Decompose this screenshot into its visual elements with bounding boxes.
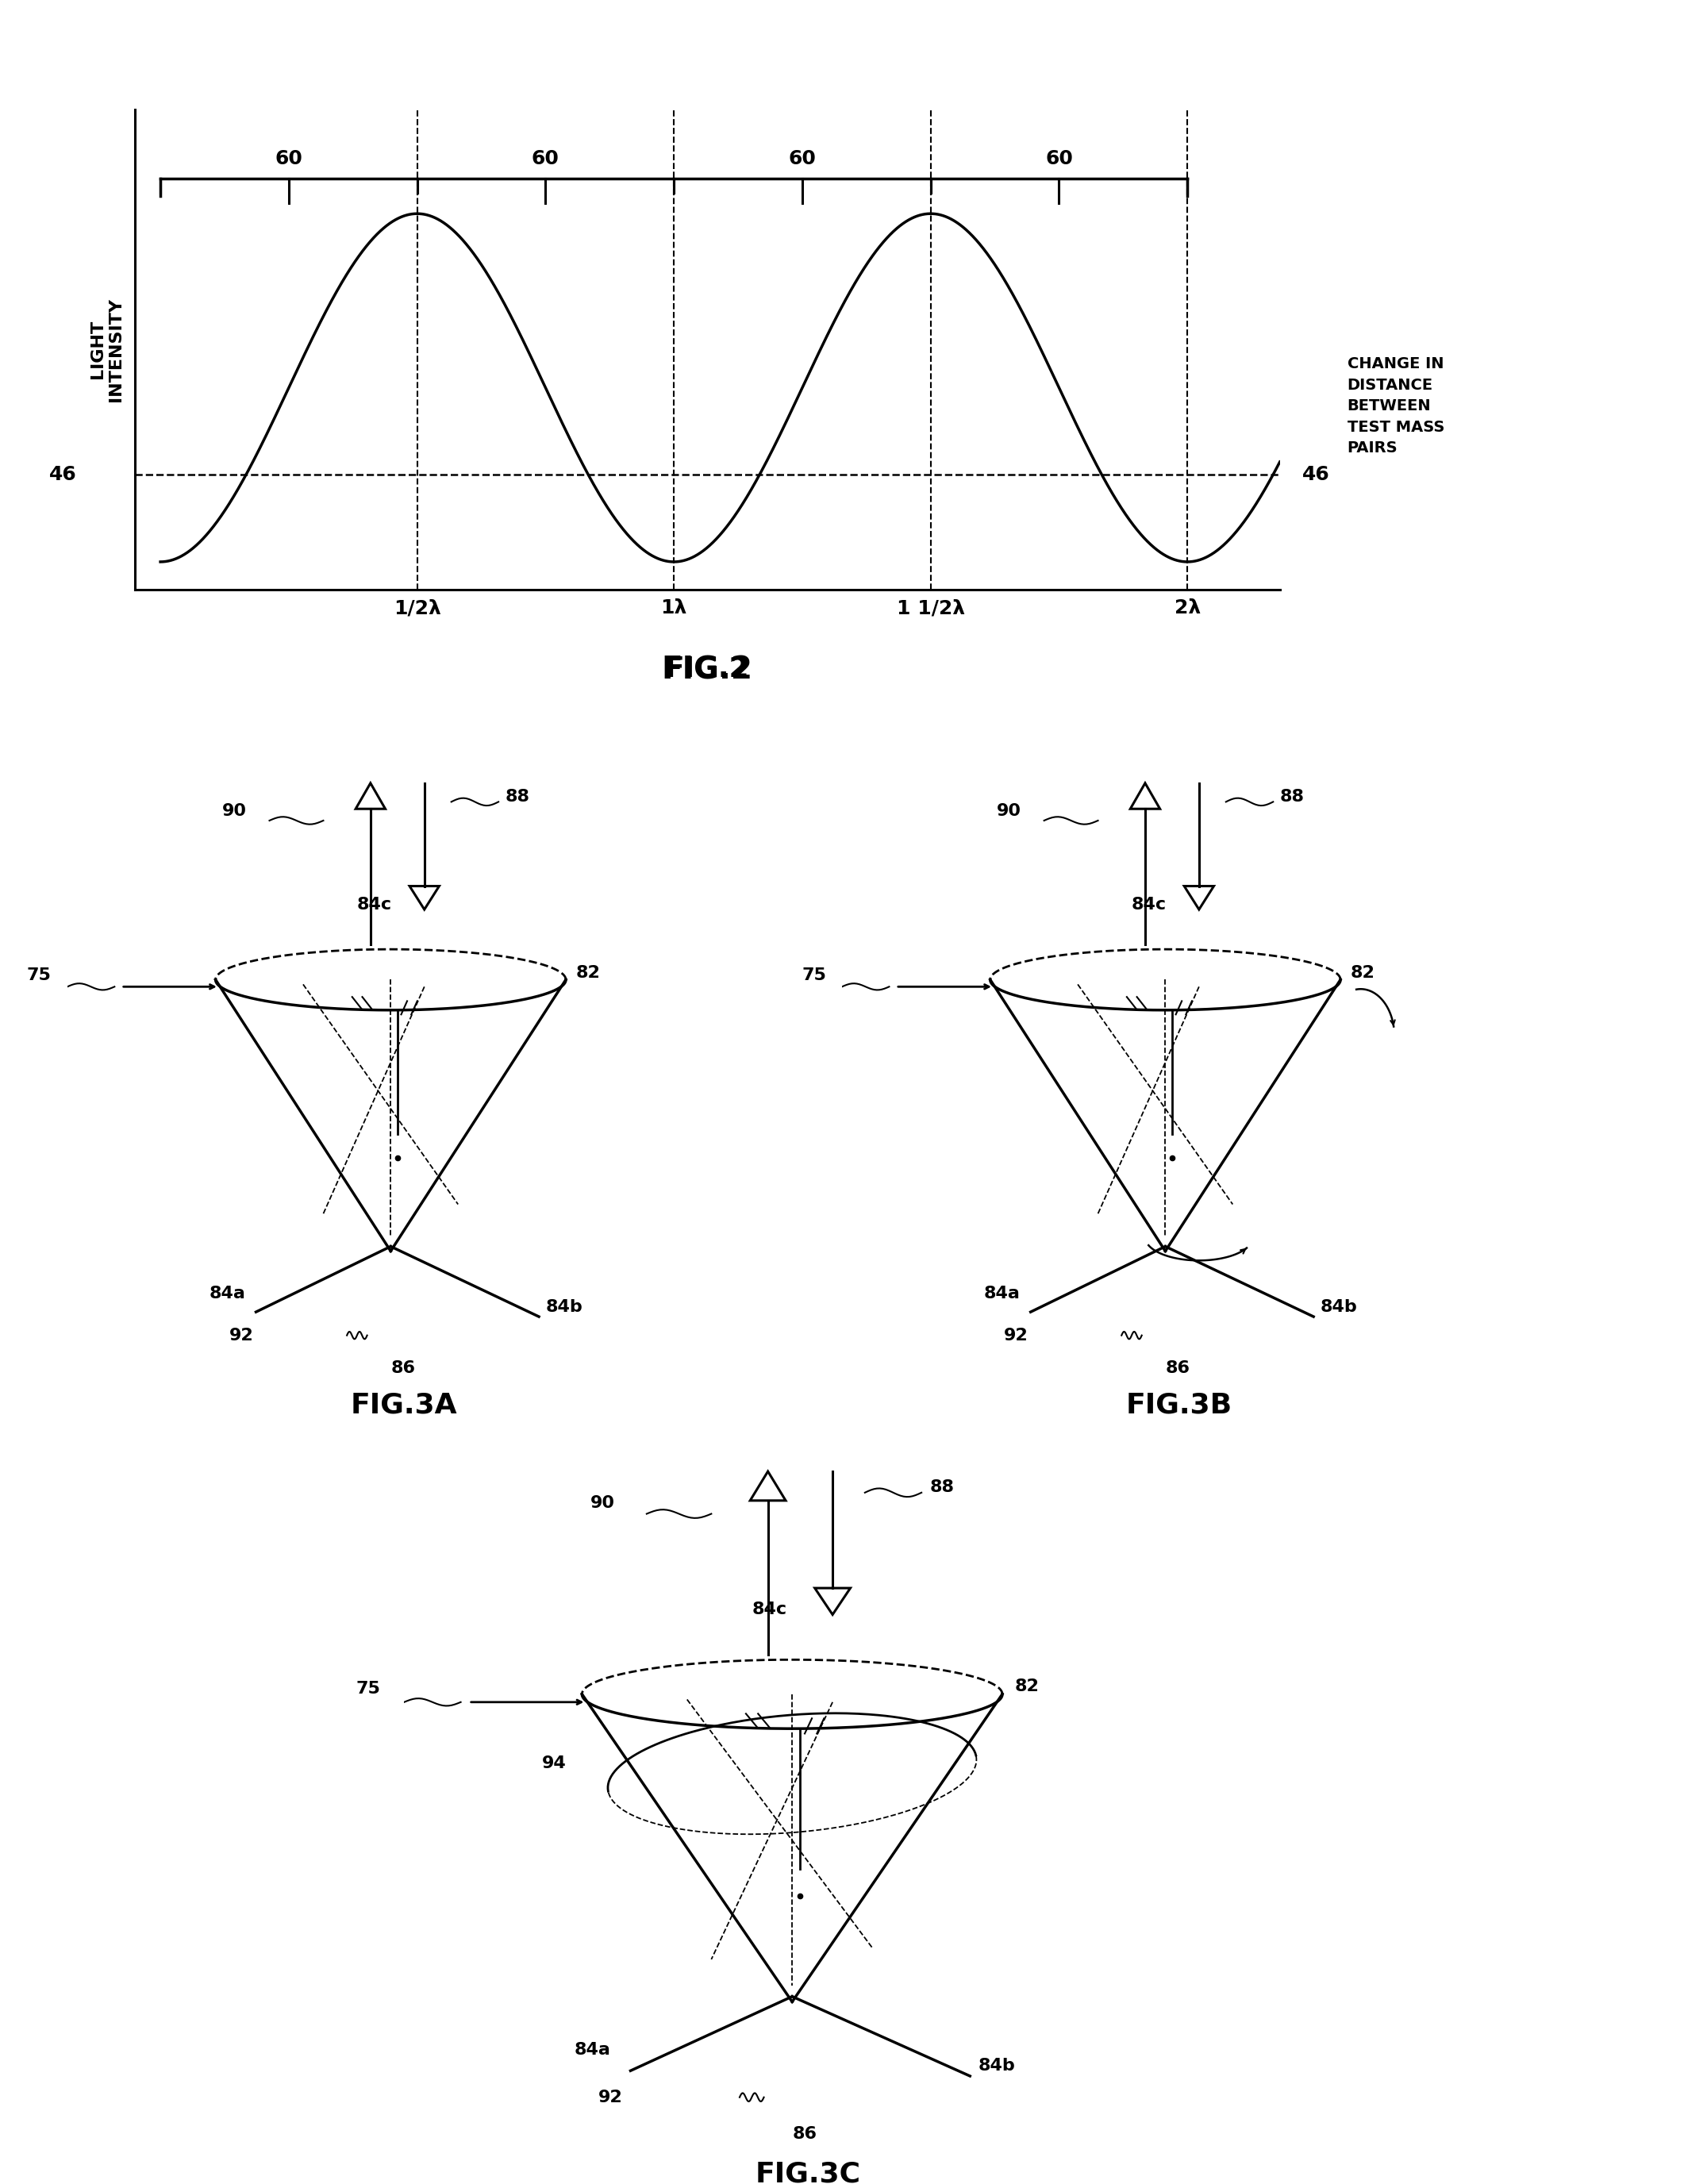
Text: 75: 75 [355, 1682, 381, 1697]
Text: FIG.3C: FIG.3C [756, 2160, 861, 2184]
Text: 84b: 84b [1320, 1299, 1357, 1315]
Text: FIG.2: FIG.2 [665, 655, 749, 681]
Text: 90: 90 [997, 804, 1022, 819]
Text: 92: 92 [229, 1328, 253, 1343]
Text: 90: 90 [222, 804, 248, 819]
Text: 84a: 84a [574, 2042, 610, 2057]
Text: 84c: 84c [1132, 898, 1167, 913]
Text: CHANGE IN
DISTANCE
BETWEEN
TEST MASS
PAIRS: CHANGE IN DISTANCE BETWEEN TEST MASS PAI… [1347, 356, 1445, 456]
Text: 86: 86 [391, 1361, 416, 1376]
Text: 90: 90 [589, 1496, 615, 1511]
Text: 86: 86 [791, 2127, 817, 2143]
Text: 86: 86 [1165, 1361, 1191, 1376]
Text: 60: 60 [788, 149, 817, 168]
Text: 94: 94 [542, 1756, 566, 1771]
Text: 75: 75 [802, 968, 827, 983]
Text: 82: 82 [576, 965, 601, 981]
Text: 92: 92 [1004, 1328, 1027, 1343]
Text: 84c: 84c [357, 898, 392, 913]
Text: 84b: 84b [978, 2057, 1015, 2073]
Text: 60: 60 [532, 149, 559, 168]
Text: 60: 60 [274, 149, 303, 168]
Text: 88: 88 [1280, 788, 1305, 806]
Y-axis label: LIGHT
INTENSITY: LIGHT INTENSITY [89, 297, 123, 402]
Text: 88: 88 [505, 788, 530, 806]
Text: 84c: 84c [751, 1601, 786, 1616]
Text: FIG.3B: FIG.3B [1125, 1391, 1233, 1417]
Text: 88: 88 [930, 1479, 955, 1496]
Text: 75: 75 [27, 968, 52, 983]
Text: 84b: 84b [546, 1299, 583, 1315]
Text: 60: 60 [1046, 149, 1073, 168]
Text: 84a: 84a [209, 1286, 246, 1302]
Text: 92: 92 [598, 2090, 623, 2105]
Text: 84a: 84a [983, 1286, 1021, 1302]
Text: FIG.2: FIG.2 [662, 655, 753, 686]
Text: 46: 46 [1302, 465, 1330, 485]
Text: FIG.3A: FIG.3A [350, 1391, 458, 1417]
Text: 82: 82 [1351, 965, 1376, 981]
Text: 46: 46 [49, 465, 76, 485]
Text: 82: 82 [1014, 1677, 1039, 1695]
